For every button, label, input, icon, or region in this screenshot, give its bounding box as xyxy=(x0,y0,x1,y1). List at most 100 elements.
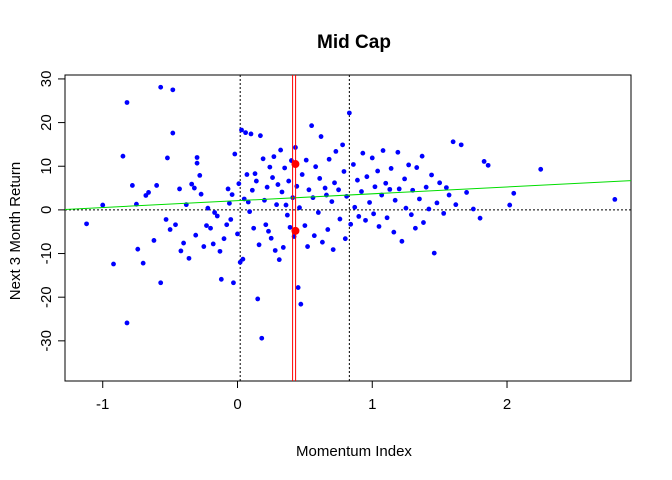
data-point xyxy=(330,247,336,253)
data-point xyxy=(295,285,301,290)
data-point xyxy=(391,229,397,235)
data-point xyxy=(437,180,443,186)
data-point xyxy=(297,205,302,211)
data-point xyxy=(429,172,434,178)
data-point xyxy=(111,261,116,267)
data-point xyxy=(340,142,346,148)
data-point xyxy=(268,235,274,241)
data-point xyxy=(221,236,227,242)
data-point xyxy=(275,182,281,187)
data-point xyxy=(163,217,169,222)
data-point xyxy=(450,139,456,145)
data-point xyxy=(194,160,200,166)
red-marker-point xyxy=(291,226,300,235)
data-point xyxy=(317,176,323,181)
data-point xyxy=(306,187,312,193)
data-point xyxy=(376,224,382,229)
data-point xyxy=(167,227,173,232)
data-point xyxy=(272,248,278,253)
data-point xyxy=(477,215,483,221)
data-point xyxy=(421,220,426,225)
data-point xyxy=(120,153,126,159)
data-point xyxy=(84,221,89,227)
data-point xyxy=(453,202,459,208)
data-point xyxy=(352,204,358,210)
data-point xyxy=(538,166,544,172)
data-point xyxy=(287,224,293,230)
data-point xyxy=(229,192,235,198)
data-point xyxy=(375,168,381,174)
data-point xyxy=(280,245,286,250)
data-point xyxy=(129,183,135,188)
y-tick-label: 0 xyxy=(38,206,55,214)
data-point xyxy=(336,187,341,193)
data-point xyxy=(399,238,405,244)
data-point xyxy=(259,335,265,341)
data-point xyxy=(243,130,248,136)
data-point xyxy=(255,296,261,302)
data-point xyxy=(383,180,389,186)
data-point xyxy=(158,280,164,286)
data-point xyxy=(348,221,354,227)
plot-frame xyxy=(64,74,632,382)
data-point xyxy=(310,195,316,201)
data-point xyxy=(431,250,437,256)
data-point xyxy=(364,174,370,180)
data-point xyxy=(266,228,271,234)
data-point xyxy=(191,185,197,191)
data-point xyxy=(260,156,266,162)
data-point xyxy=(337,216,343,222)
x-tick-label: 0 xyxy=(233,396,241,413)
data-point xyxy=(205,205,211,211)
data-point xyxy=(270,175,275,180)
data-point xyxy=(124,100,130,105)
y-tick-label: -20 xyxy=(38,286,55,308)
data-point xyxy=(151,238,157,243)
data-point xyxy=(210,241,216,247)
y-tick-label: -10 xyxy=(38,243,55,265)
data-point xyxy=(403,205,409,211)
data-point xyxy=(464,190,469,195)
data-point xyxy=(395,149,401,155)
data-point xyxy=(341,169,347,174)
data-point xyxy=(256,242,262,248)
data-point xyxy=(388,166,394,171)
data-point xyxy=(298,301,304,307)
data-point xyxy=(178,248,184,254)
data-point xyxy=(419,153,425,159)
data-point xyxy=(350,162,356,167)
y-tick-label: 10 xyxy=(38,158,55,175)
data-point xyxy=(470,206,476,212)
data-point xyxy=(208,225,213,231)
y-axis-label: Next 3 Month Return xyxy=(7,162,24,300)
data-point xyxy=(507,202,513,208)
data-point xyxy=(224,222,230,228)
data-point xyxy=(313,164,319,170)
data-point xyxy=(258,133,263,139)
data-point xyxy=(326,156,332,162)
data-point xyxy=(342,236,348,242)
data-point xyxy=(333,148,339,154)
data-point xyxy=(443,185,449,191)
data-point xyxy=(240,256,246,262)
data-point xyxy=(173,222,178,228)
data-point xyxy=(408,212,414,218)
data-point xyxy=(434,200,440,206)
trend-line xyxy=(64,180,632,210)
data-point xyxy=(204,223,209,228)
data-point xyxy=(189,181,195,187)
y-tick-label: 20 xyxy=(38,114,55,131)
data-point xyxy=(225,186,231,192)
data-point xyxy=(286,178,292,184)
data-point xyxy=(346,110,352,116)
data-point xyxy=(197,172,203,178)
data-point xyxy=(248,131,254,137)
data-point xyxy=(193,232,199,238)
data-point xyxy=(402,176,407,182)
data-point xyxy=(325,227,331,232)
data-point xyxy=(276,257,282,263)
data-point xyxy=(198,191,204,197)
data-point xyxy=(319,239,325,245)
